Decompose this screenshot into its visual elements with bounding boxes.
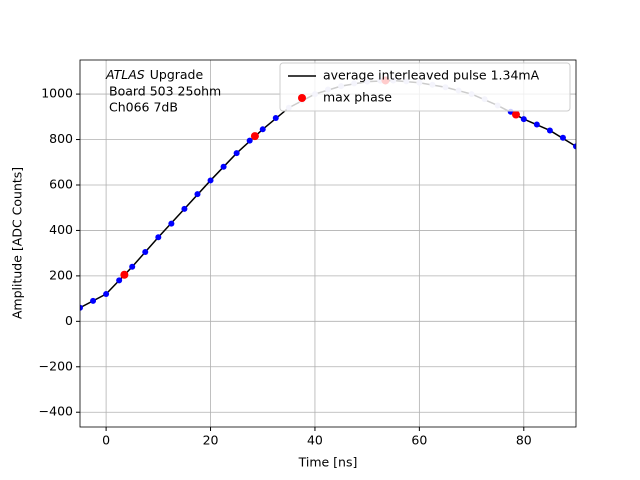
data-point bbox=[520, 116, 527, 123]
y-axis-label: Amplitude [ADC Counts] bbox=[10, 167, 25, 319]
data-point bbox=[272, 114, 279, 121]
y-tick-label: 800 bbox=[49, 131, 73, 146]
max-phase-point bbox=[250, 132, 259, 141]
x-axis-label: Time [ns] bbox=[298, 455, 358, 470]
max-phase-point bbox=[511, 110, 520, 119]
max-phase-point bbox=[120, 270, 129, 279]
data-point bbox=[259, 126, 266, 133]
legend-label: max phase bbox=[323, 90, 392, 105]
y-tick-label: −200 bbox=[39, 358, 73, 373]
legend-box bbox=[279, 62, 571, 112]
x-tick-label: 80 bbox=[516, 433, 532, 448]
legend-marker bbox=[298, 94, 306, 102]
data-point bbox=[233, 150, 240, 157]
data-point bbox=[194, 191, 201, 198]
data-point bbox=[116, 277, 123, 284]
data-point bbox=[80, 304, 83, 311]
data-point bbox=[546, 127, 553, 134]
data-point bbox=[129, 263, 136, 270]
annotation-text: Upgrade bbox=[150, 67, 204, 82]
y-tick-label: 400 bbox=[49, 222, 73, 237]
y-tick-label: 1000 bbox=[41, 86, 73, 101]
data-point bbox=[181, 205, 188, 212]
data-point bbox=[142, 249, 149, 256]
data-point bbox=[155, 234, 162, 241]
annotation-italic: ATLAS bbox=[105, 67, 145, 82]
y-tick-label: 600 bbox=[49, 176, 73, 191]
data-point bbox=[103, 291, 110, 298]
annotation: Ch066 7dB bbox=[109, 100, 178, 115]
x-tick-label: 40 bbox=[307, 433, 323, 448]
data-point bbox=[220, 163, 227, 170]
y-tick-label: −400 bbox=[39, 404, 73, 419]
pulse-line bbox=[80, 79, 576, 309]
data-point bbox=[573, 143, 576, 150]
annotation: Board 503 25ohm bbox=[109, 84, 221, 99]
axes-frame bbox=[79, 59, 577, 428]
data-point bbox=[559, 134, 566, 141]
data-point bbox=[246, 137, 253, 144]
data-point bbox=[207, 177, 214, 184]
x-tick-label: 20 bbox=[203, 433, 219, 448]
y-tick-label: 0 bbox=[65, 313, 73, 328]
data-point bbox=[533, 121, 540, 128]
y-tick-label: 200 bbox=[49, 267, 73, 282]
data-point bbox=[90, 297, 97, 304]
data-point bbox=[168, 220, 175, 227]
legend-label: average interleaved pulse 1.34mA bbox=[323, 68, 540, 83]
x-tick-label: 0 bbox=[102, 433, 110, 448]
annotation: ATLAS Upgrade bbox=[105, 67, 203, 82]
x-tick-label: 60 bbox=[411, 433, 427, 448]
